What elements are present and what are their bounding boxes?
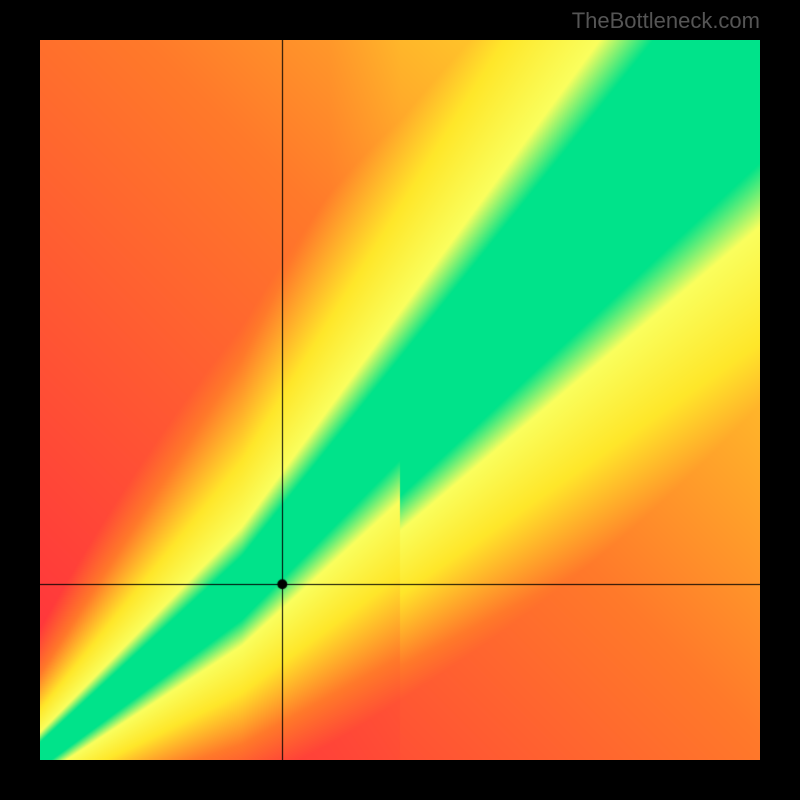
heatmap-canvas [40, 40, 760, 760]
plot-area [40, 40, 760, 760]
chart-container: TheBottleneck.com [0, 0, 800, 800]
watermark-text: TheBottleneck.com [572, 8, 760, 34]
